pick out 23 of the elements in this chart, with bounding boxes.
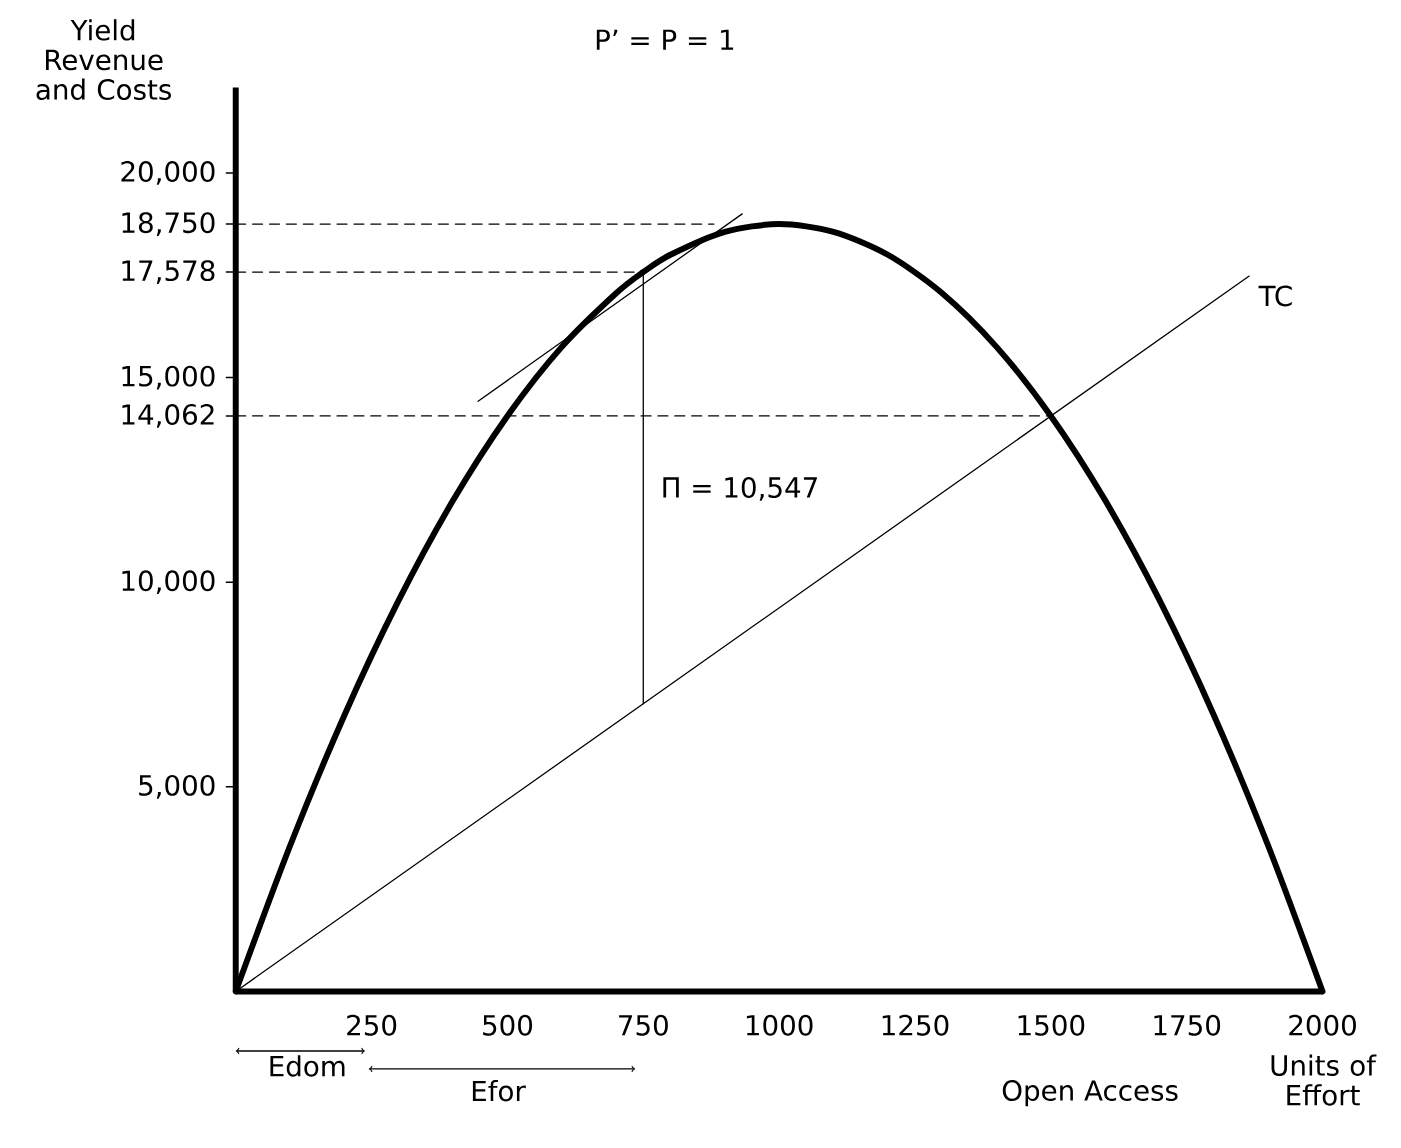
text: Edom [270,1055,345,1077]
y-tick-label: 10,000 [122,570,215,594]
y-tick-label: 18,750 [122,212,215,236]
x-tick-label: 1000 [746,1014,813,1036]
y-tick-label: 15,000 [122,365,215,390]
x-tick-label: 1500 [1018,1014,1085,1036]
chart-title: P’ = P = 1 [596,29,734,50]
series-label: TC [1258,285,1292,307]
y-tick-label: 20,000 [121,160,215,185]
x-tick-label: 2000 [1289,1014,1356,1036]
x-axis-title: Units of Effort [1271,1054,1377,1106]
y-tick-label: 5,000 [139,774,215,799]
y-tick-label: 17,578 [122,259,215,284]
annotation: Π = 10,547 [663,476,817,501]
x-tick-label: 500 [483,1014,533,1036]
y-axis-title: Yield Revenue and Costs [36,19,171,100]
y-tick-label: 14,062 [122,403,214,428]
text: Efor [472,1079,526,1102]
x-tick-label: 1250 [882,1014,949,1036]
text: Open Access [1002,1079,1178,1107]
x-tick-label: 1750 [1154,1014,1221,1036]
x-tick-label: 250 [347,1014,397,1036]
x-tick-label: 750 [619,1014,668,1036]
